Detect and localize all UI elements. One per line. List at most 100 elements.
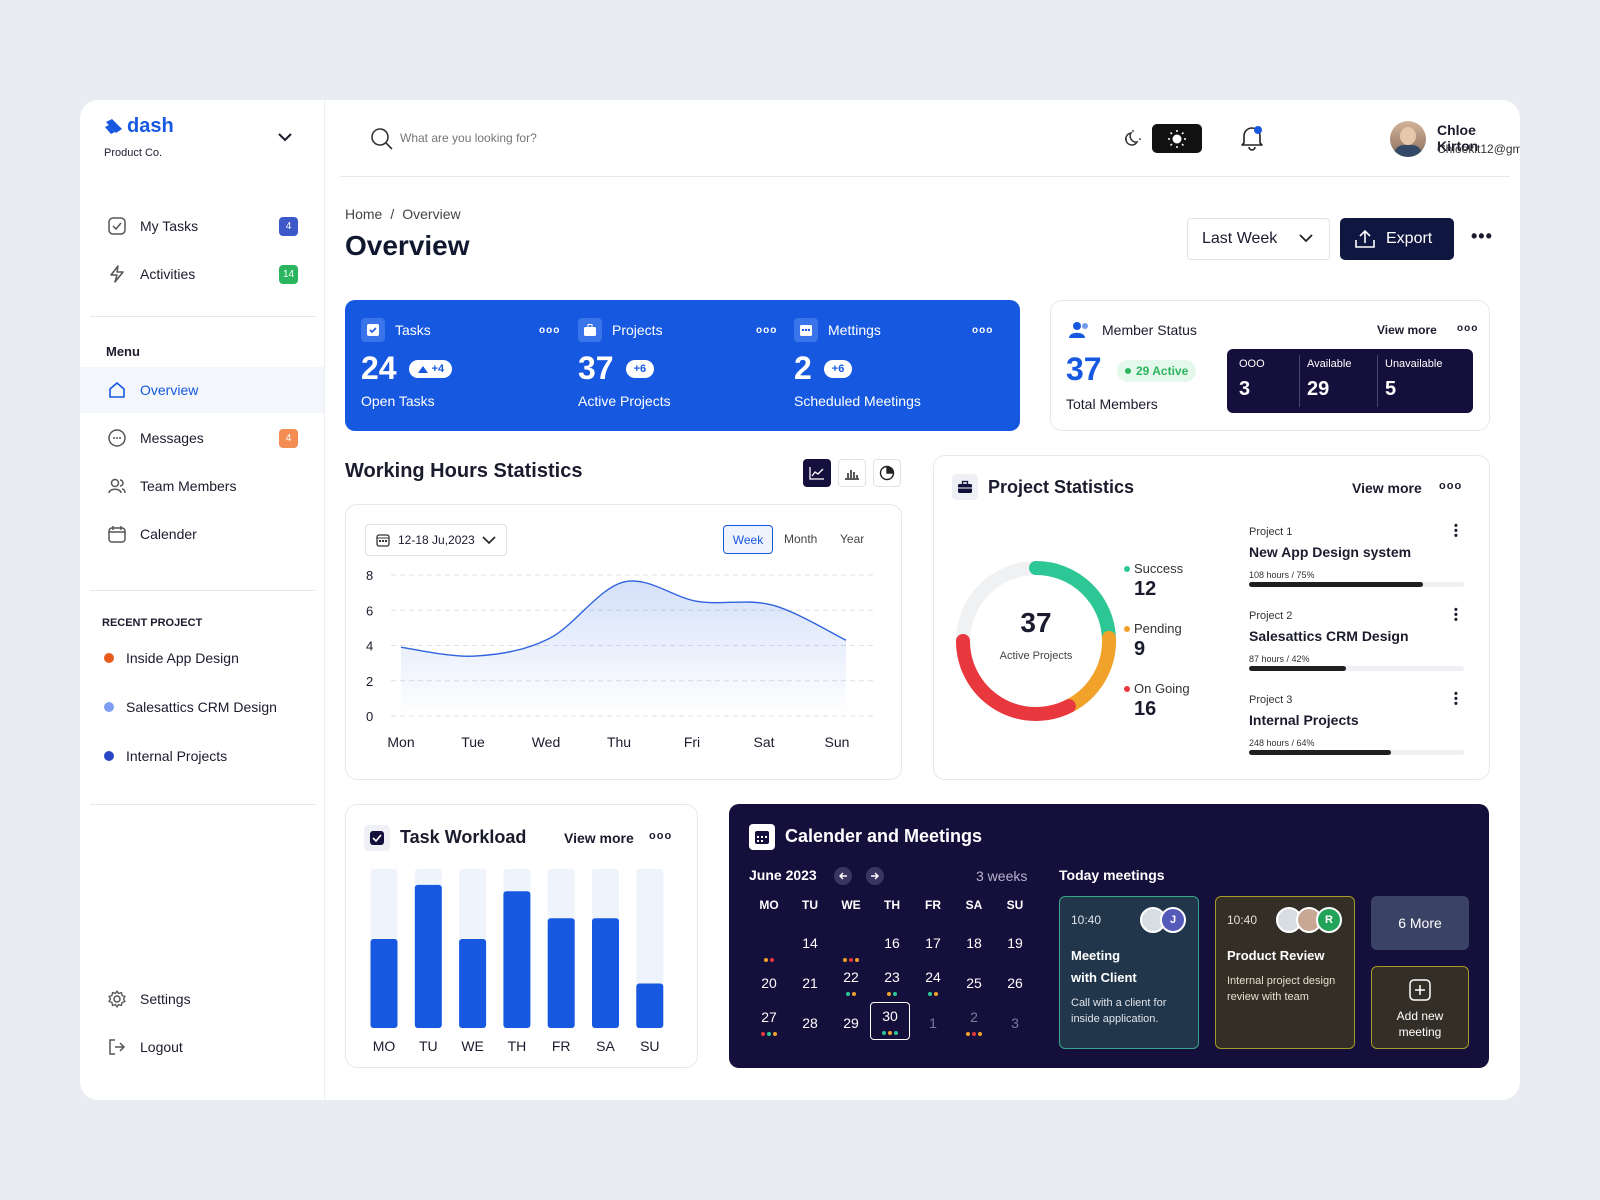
summary-tasks[interactable]: Tasks ooo 24 +4 Open Tasks	[361, 318, 581, 409]
project-tag: Project 1	[1249, 526, 1293, 538]
calendar-day[interactable]: 25	[966, 975, 982, 991]
period-tab-year[interactable]: Year	[840, 532, 865, 546]
sidebar-item-messages[interactable]: Messages 4	[80, 415, 324, 461]
more-options-icon[interactable]: ooo	[756, 324, 778, 336]
sidebar-item-overview[interactable]: Overview	[80, 367, 324, 413]
calendar-day[interactable]: 26	[1007, 975, 1023, 991]
calendar-day[interactable]: 19	[1007, 935, 1023, 951]
delta-badge: +6	[625, 359, 655, 378]
sidebar: dash Product Co. My Tasks 4 Activities 1…	[80, 100, 325, 1100]
notifications-button[interactable]	[1240, 125, 1264, 156]
more-options-icon[interactable]: ooo	[539, 324, 561, 336]
add-meeting-button[interactable]: Add new meeting	[1371, 966, 1469, 1049]
calendar-day[interactable]: 3	[1011, 1015, 1019, 1031]
avatar[interactable]	[1390, 121, 1426, 157]
more-options-icon[interactable]: ooo	[649, 830, 673, 842]
summary-projects[interactable]: Projects ooo 37 +6 Active Projects	[578, 318, 798, 409]
calendar-range[interactable]: 3 weeks	[976, 868, 1028, 884]
kebab-menu-icon[interactable]: • • •	[1454, 688, 1458, 710]
calendar-day[interactable]: 24	[915, 964, 951, 1000]
calendar-day[interactable]: 23	[874, 964, 910, 1000]
prev-month-button[interactable]	[834, 867, 852, 885]
event-dots	[833, 930, 869, 966]
checkbox-icon	[106, 215, 128, 237]
calendar-day[interactable]: 18	[966, 935, 982, 951]
theme-toggle[interactable]	[1152, 124, 1202, 153]
breakdown-label: OOO	[1239, 358, 1265, 370]
calendar-day[interactable]: 21	[802, 975, 818, 991]
sidebar-item-my-tasks[interactable]: My Tasks 4	[80, 203, 324, 249]
more-options-icon[interactable]: ooo	[1439, 480, 1463, 492]
sidebar-item-logout[interactable]: Logout	[80, 1024, 324, 1070]
calendar-day[interactable]: 27	[751, 1004, 787, 1040]
calendar-day[interactable]: 28	[802, 1015, 818, 1031]
view-more-link[interactable]: View more	[1377, 323, 1437, 337]
project-tag: Project 2	[1249, 610, 1293, 622]
more-options-icon[interactable]: ooo	[972, 324, 994, 336]
project-item[interactable]: Project 3 Internal Projects 248 hours / …	[1249, 688, 1464, 755]
bar-chart-toggle[interactable]	[838, 459, 866, 487]
calendar-day[interactable]: 1	[929, 1015, 937, 1031]
project-item[interactable]: Project 1 New App Design system 108 hour…	[1249, 520, 1464, 587]
period-tab-month[interactable]: Month	[784, 532, 818, 546]
more-meetings-button[interactable]: 6 More	[1371, 896, 1469, 950]
calendar-day[interactable]: 17	[925, 935, 941, 951]
breadcrumb-home[interactable]: Home	[345, 206, 383, 222]
project-donut-chart	[956, 561, 1116, 721]
project-item[interactable]: Project 2 Salesattics CRM Design 87 hour…	[1249, 604, 1464, 671]
calendar-day[interactable]: 14	[802, 935, 818, 951]
period-select[interactable]: Last Week	[1187, 218, 1330, 260]
task-workload-title: Task Workload	[400, 827, 527, 847]
more-options-icon[interactable]: ooo	[1457, 323, 1479, 334]
y-tick-label: 2	[366, 674, 373, 689]
view-more-link[interactable]: View more	[1352, 480, 1422, 496]
bar	[370, 938, 398, 1028]
project-progress-track	[1249, 666, 1464, 671]
calendar-day[interactable]: 2	[956, 1004, 992, 1040]
active-badge: 29 Active	[1117, 360, 1197, 382]
bar	[636, 983, 664, 1028]
moon-icon[interactable]	[1123, 129, 1143, 149]
pie-chart-toggle[interactable]	[873, 459, 901, 487]
sidebar-item-settings[interactable]: Settings	[80, 976, 324, 1022]
line-chart-toggle[interactable]	[803, 459, 831, 487]
recent-project-item[interactable]: Internal Projects	[104, 748, 227, 764]
recent-project-item[interactable]: Inside App Design	[104, 650, 239, 666]
breadcrumb-current: Overview	[402, 206, 461, 222]
calendar-day[interactable]: 16	[884, 935, 900, 951]
meeting-card[interactable]: 10:40 R Product Review Internal project …	[1215, 896, 1355, 1049]
project-progress-track	[1249, 750, 1464, 755]
next-month-button[interactable]	[866, 867, 884, 885]
calendar-day[interactable]: 29	[843, 1015, 859, 1031]
search-input[interactable]	[400, 126, 700, 150]
donut-slice	[1029, 561, 1116, 645]
date-range-select[interactable]: 12-18 Ju,2023	[365, 524, 507, 556]
meeting-time: 10:40	[1071, 913, 1102, 927]
company-name: Product Co.	[104, 147, 163, 159]
calendar-day[interactable]: 22	[833, 964, 869, 1000]
recent-project-item[interactable]: Salesattics CRM Design	[104, 699, 277, 715]
summary-meetings[interactable]: Mettings ooo 2 +6 Scheduled Meetings	[794, 318, 1014, 409]
kebab-menu-icon[interactable]: • • •	[1454, 604, 1458, 626]
breakdown-value: 5	[1385, 378, 1397, 400]
brand-logo[interactable]: dash	[104, 115, 174, 138]
calendar-day[interactable]: 20	[761, 975, 777, 991]
meeting-card[interactable]: 10:40 J Meeting with Client Call with a c…	[1059, 896, 1199, 1049]
calendar-day-today[interactable]: 30	[870, 1002, 910, 1040]
summary-value: 37	[578, 350, 614, 386]
chevron-down-icon[interactable]	[278, 133, 292, 142]
period-tab-week[interactable]: Week	[723, 525, 773, 554]
weekday-label: FR	[925, 898, 941, 912]
weekday-label: SA	[965, 898, 983, 912]
sidebar-item-activities[interactable]: Activities 14	[80, 251, 324, 297]
kebab-menu-icon[interactable]: • • •	[1454, 520, 1458, 542]
bar	[414, 884, 442, 1028]
view-more-link[interactable]: View more	[564, 830, 634, 846]
sidebar-item-calender[interactable]: Calender	[80, 511, 324, 557]
more-options-icon[interactable]: •••	[1471, 226, 1493, 246]
export-button[interactable]: Export	[1340, 218, 1454, 260]
y-tick-label: 0	[366, 709, 373, 724]
x-tick-label: SA	[596, 1038, 615, 1054]
sidebar-item-team-members[interactable]: Team Members	[80, 463, 324, 509]
add-meeting-label: Add new	[1396, 1009, 1444, 1023]
